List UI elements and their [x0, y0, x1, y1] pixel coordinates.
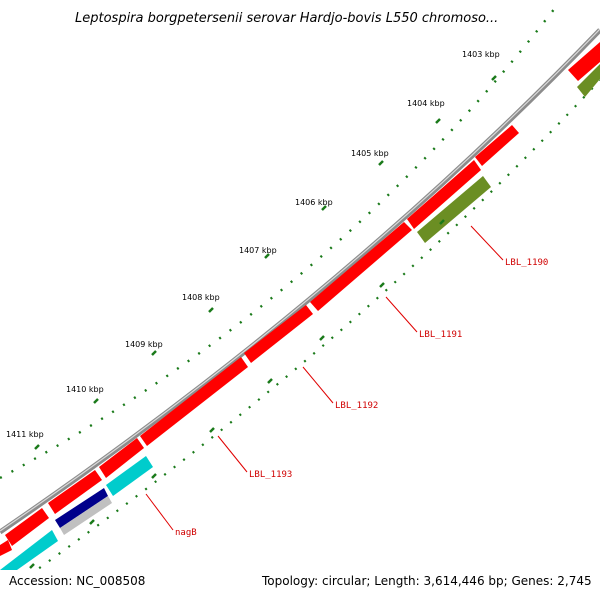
footer-background: [0, 570, 600, 600]
leader-line: [385, 296, 418, 333]
outer-major-tick: [208, 307, 214, 313]
inner-major-tick: [267, 378, 273, 384]
genome-stats-text: Topology: circular; Length: 3,614,446 bp…: [261, 574, 592, 588]
leader-line: [470, 225, 504, 261]
cds-arrow-navy: [55, 488, 108, 528]
outer-major-tick: [34, 444, 40, 450]
gene-labels: LBL_1190 LBL_1191 LBL_1192 LBL_1193 nagB: [175, 258, 548, 538]
inner-major-tick: [209, 427, 215, 433]
inner-major-tick: [151, 473, 157, 479]
tick-label: 1411 kbp: [6, 430, 44, 439]
inner-major-tick: [89, 519, 95, 525]
gene-label: LBL_1192: [335, 401, 378, 411]
outer-major-tick: [321, 205, 327, 211]
cds-arrow: [244, 305, 313, 363]
gene-label: LBL_1191: [419, 330, 462, 340]
outer-major-tick: [378, 160, 384, 166]
forward-cds-track: [0, 42, 600, 556]
outer-major-tick: [151, 350, 157, 356]
tick-labels: 1403 kbp 1404 kbp 1405 kbp 1406 kbp 1407…: [6, 50, 500, 439]
inner-major-tick: [319, 335, 325, 341]
inner-major-tick: [439, 219, 445, 225]
tick-label: 1405 kbp: [351, 149, 389, 158]
cds-arrow-olive: [417, 176, 491, 243]
tick-label: 1408 kbp: [182, 293, 220, 302]
cds-arrow: [0, 540, 12, 556]
tick-label: 1409 kbp: [125, 340, 163, 349]
gene-label: LBL_1193: [249, 470, 292, 480]
outer-major-tick: [491, 75, 497, 81]
gene-leader-lines: [145, 225, 504, 531]
cds-arrow: [310, 222, 412, 311]
cds-arrow: [475, 125, 519, 166]
cds-arrow: [99, 438, 144, 478]
outer-major-tick: [93, 398, 99, 404]
map-title: Leptospira borgpetersenii serovar Hardjo…: [75, 11, 498, 26]
leader-line: [217, 435, 248, 473]
gene-label: nagB: [175, 528, 197, 538]
cds-arrow: [407, 160, 481, 229]
outer-major-tick: [264, 253, 270, 259]
inner-major-tick: [379, 282, 385, 288]
backbone-highlight: [0, 28, 600, 532]
cds-arrow: [568, 42, 600, 81]
tick-label: 1404 kbp: [407, 99, 445, 108]
leader-line: [302, 366, 334, 404]
tick-label: 1407 kbp: [239, 246, 277, 255]
outer-major-tick: [435, 118, 441, 124]
tick-label: 1403 kbp: [462, 50, 500, 59]
inner-tick-ring: [0, 79, 600, 597]
leader-line: [145, 493, 174, 531]
feature-gray: [60, 496, 112, 535]
cds-arrow-cyan: [106, 456, 153, 496]
cds-arrow: [140, 357, 248, 446]
backbone-arc: [0, 28, 600, 535]
accession-text: Accession: NC_008508: [9, 574, 145, 588]
inner-major-ticks: [29, 219, 445, 569]
cds-arrow-cyan: [0, 530, 58, 582]
outer-major-ticks: [34, 75, 497, 450]
cds-arrow-olive: [577, 64, 600, 97]
tick-label: 1410 kbp: [66, 385, 104, 394]
tick-label: 1406 kbp: [295, 198, 333, 207]
reverse-cds-track: [0, 64, 600, 582]
cds-arrow: [5, 508, 49, 546]
outer-tick-ring: [0, 7, 556, 480]
cds-arrow: [48, 470, 102, 514]
gene-label: LBL_1190: [505, 258, 548, 268]
inner-major-tick: [29, 563, 35, 569]
